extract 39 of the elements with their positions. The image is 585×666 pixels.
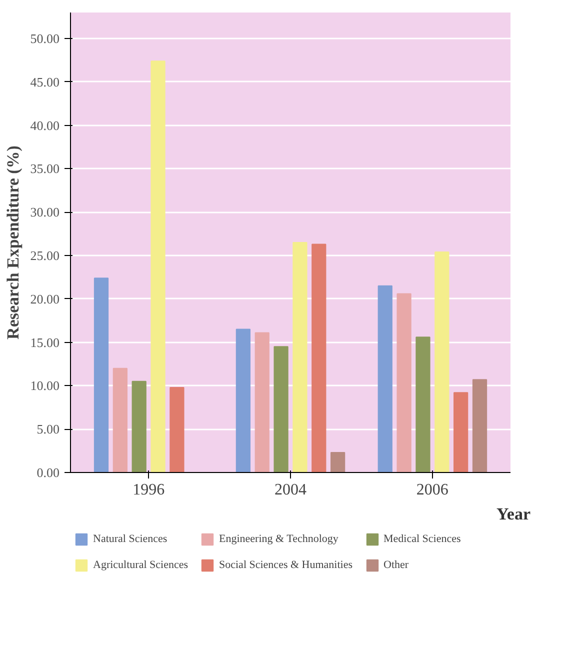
y-tick-label: 30.00 [30, 204, 60, 220]
y-axis-title: Research Expenditure (%) [3, 146, 22, 340]
y-tick-label: 10.00 [30, 378, 60, 394]
y-tick-label: 35.00 [30, 161, 60, 176]
bar [330, 452, 346, 472]
legend-label: Medical Sciences [384, 533, 461, 545]
bar [274, 346, 288, 472]
y-tick-label: 5.00 [36, 422, 60, 437]
legend-label: Social Sciences & Humanities [219, 559, 352, 571]
y-tick-label: 25.00 [30, 248, 60, 264]
y-tick-label: 40.00 [30, 118, 60, 133]
bar [434, 252, 450, 472]
bar [472, 379, 488, 472]
bar [396, 293, 412, 472]
bar [454, 392, 468, 472]
legend-label: Agricultural Sciences [93, 559, 188, 571]
x-tick-label: 2006 [416, 482, 448, 498]
bar [170, 386, 184, 472]
y-tick-label: 45.00 [30, 74, 60, 90]
bar [312, 244, 326, 472]
y-tick-label: 20.00 [30, 291, 60, 306]
bar [94, 278, 109, 472]
bar [112, 368, 128, 472]
bar [132, 380, 146, 472]
bar [150, 60, 166, 472]
bar [416, 336, 430, 472]
bar [254, 332, 270, 472]
legend-label: Other [384, 559, 409, 571]
bar [236, 328, 250, 472]
bar [378, 285, 392, 472]
legend-label: Natural Sciences [93, 533, 168, 545]
x-axis-title: Year [496, 504, 531, 524]
y-tick-label: 0.00 [36, 465, 60, 480]
y-tick-label: 15.00 [30, 334, 60, 350]
x-tick-label: 1996 [132, 482, 165, 498]
legend-label: Engineering & Technology [219, 533, 338, 545]
x-tick-label: 2004 [274, 482, 306, 498]
bar [292, 242, 308, 472]
y-tick-label: 50.00 [30, 31, 60, 46]
